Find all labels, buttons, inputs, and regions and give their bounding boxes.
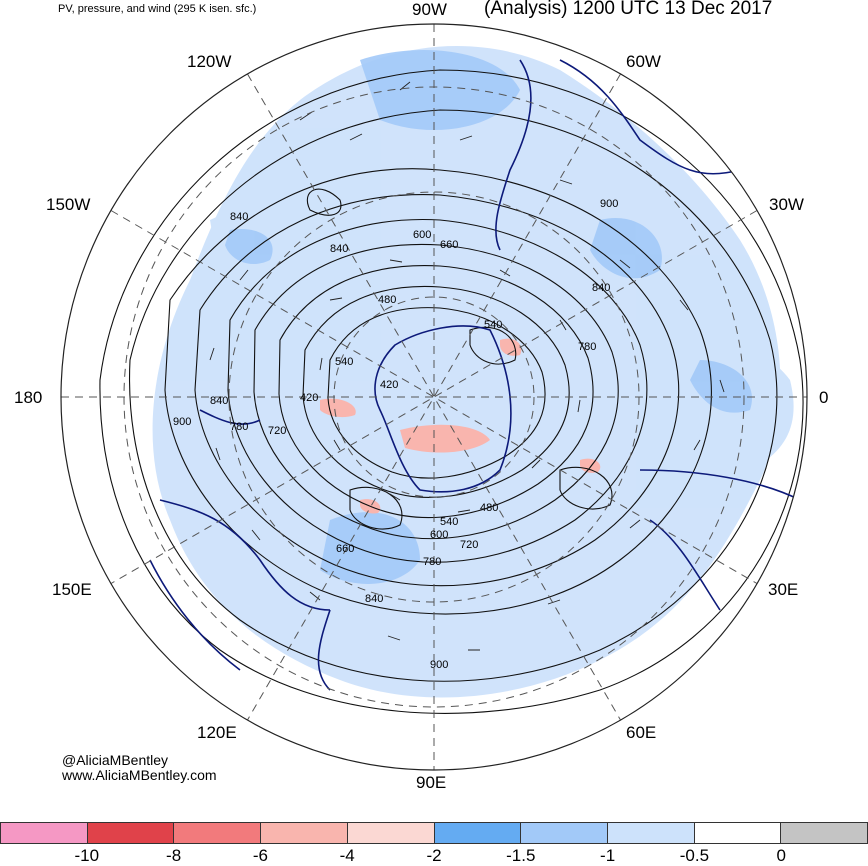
colorbar-cell xyxy=(607,822,695,844)
colorbar-cell xyxy=(174,822,262,844)
contour-label: 540 xyxy=(484,319,502,331)
analysis-time-title: (Analysis) 1200 UTC 13 Dec 2017 xyxy=(484,0,773,19)
contour-label: 420 xyxy=(380,379,398,391)
contour-label: 780 xyxy=(423,556,441,568)
contour-label: 900 xyxy=(430,659,448,671)
contour-label: 540 xyxy=(335,356,353,368)
contour-label: 480 xyxy=(378,294,396,306)
lon-label-90e: 90E xyxy=(416,773,447,792)
lon-label-180: 180 xyxy=(14,388,43,407)
colorbar-tick-label: -2 xyxy=(426,846,442,865)
colorbar-cell xyxy=(781,822,868,844)
contour-label: 900 xyxy=(600,198,618,210)
lon-label-120e: 120E xyxy=(197,723,237,742)
credit-website[interactable]: www.AliciaMBentley.com xyxy=(62,767,217,783)
contour-label: 840 xyxy=(330,243,348,255)
colorbar-tick-label: -10 xyxy=(74,846,100,865)
lon-label-0: 0 xyxy=(819,388,829,407)
colorbar-cell xyxy=(694,822,782,844)
map-boundary xyxy=(60,23,808,771)
contour-label: 900 xyxy=(173,416,191,428)
contour-label: 480 xyxy=(480,502,498,514)
colorbar-cell xyxy=(261,822,348,844)
colorbar-tick-label: 0 xyxy=(776,846,786,865)
contour-label: 840 xyxy=(230,211,248,223)
colorbar-cell xyxy=(434,822,522,844)
lon-label-30w: 30W xyxy=(769,195,804,214)
colorbar-cell xyxy=(0,822,88,844)
colorbar-tick-label: -1.5 xyxy=(506,846,536,865)
contour-labels: 840 840 600 660 480 540 540 780 840 900 420 420 840 9… xyxy=(173,198,618,671)
contour-label: 840 xyxy=(365,593,383,605)
contour-label: 600 xyxy=(430,529,448,541)
credit-handle: @AliciaMBentley xyxy=(62,752,169,768)
contour-label: 720 xyxy=(460,539,478,551)
colorbar-tick-label: -1 xyxy=(600,846,616,865)
pressure-contours xyxy=(99,69,804,714)
lon-label-60e: 60E xyxy=(626,723,657,742)
lon-label-60w: 60W xyxy=(626,52,661,71)
contour-label: 780 xyxy=(578,341,596,353)
colorbar-cell xyxy=(87,822,175,844)
colorbar-tick-label: -6 xyxy=(252,846,268,865)
contour-label: 840 xyxy=(210,395,228,407)
wind-barbs xyxy=(209,81,725,651)
lon-label-90w: 90W xyxy=(412,0,447,19)
contour-label: 840 xyxy=(592,282,610,294)
contour-label: 540 xyxy=(440,516,458,528)
contour-label: 600 xyxy=(413,229,431,241)
contour-label: 660 xyxy=(440,239,458,251)
plot-title: PV, pressure, and wind (295 K isen. sfc.… xyxy=(58,3,257,15)
graticule xyxy=(61,24,807,770)
colorbar-cell xyxy=(347,822,435,844)
lon-label-120w: 120W xyxy=(187,52,232,71)
colorbar-tick-label: -8 xyxy=(166,846,182,865)
map-fields xyxy=(99,45,804,714)
colorbar-tick-label: -4 xyxy=(339,846,355,865)
pv-fill-mid xyxy=(225,50,752,584)
lon-label-30e: 30E xyxy=(768,580,799,599)
colorbar xyxy=(0,822,868,844)
contour-label: 420 xyxy=(300,392,318,404)
colorbar-tick-label: -0.5 xyxy=(679,846,710,865)
colorbar-cell xyxy=(521,822,608,844)
lon-label-150e: 150E xyxy=(52,580,92,599)
contour-label: 780 xyxy=(230,421,248,433)
contour-label: 660 xyxy=(336,543,354,555)
lon-label-150w: 150W xyxy=(46,195,91,214)
contour-label: 720 xyxy=(268,425,286,437)
